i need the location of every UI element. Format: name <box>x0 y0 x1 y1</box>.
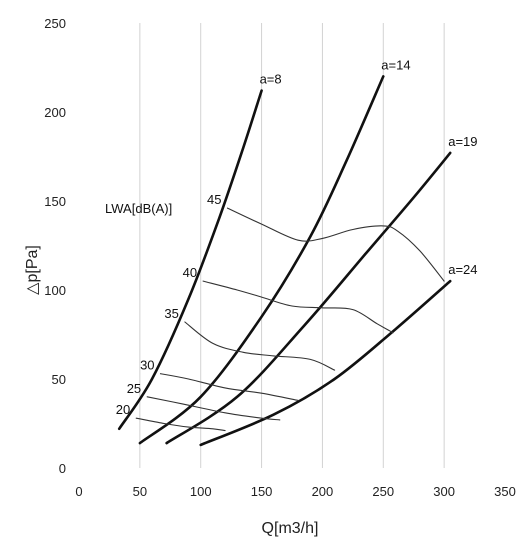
y-tick-label: 200 <box>44 105 66 120</box>
x-tick-label: 250 <box>372 484 394 499</box>
x-tick-label: 50 <box>133 484 147 499</box>
noise-curve <box>226 207 445 282</box>
x-axis-label: Q[m3/h] <box>262 520 319 537</box>
tick-labels: 0 50 100 150 200 250 300 350 0 50 100 150 200 250 <box>44 16 516 499</box>
y-tick-label: 250 <box>44 16 66 31</box>
y-tick-label: 0 <box>59 461 66 476</box>
fan-curve-label: a=14 <box>381 57 410 72</box>
noise-curve <box>146 396 281 421</box>
fan-curve <box>165 151 452 445</box>
fan-curve-label: a=24 <box>448 262 477 277</box>
noise-curve <box>202 280 394 334</box>
fan-curve-label: a=8 <box>260 72 282 87</box>
x-tick-label: 350 <box>494 484 516 499</box>
fan-curves <box>117 75 452 447</box>
x-tick-label: 300 <box>433 484 455 499</box>
noise-curve <box>135 417 226 432</box>
noise-curves <box>135 207 445 432</box>
fan-curve-label: a=19 <box>448 134 477 149</box>
curve-labels: a=8 a=14 a=19 a=24 45 40 35 30 25 20 <box>116 57 478 417</box>
fan-curve <box>117 89 263 431</box>
y-tick-label: 100 <box>44 283 66 298</box>
noise-title: LWA[dB(A)] <box>105 201 172 216</box>
y-tick-label: 50 <box>52 372 66 387</box>
noise-curve <box>159 373 299 401</box>
noise-curve-label: 45 <box>207 192 221 207</box>
noise-curve-label: 20 <box>116 402 130 417</box>
y-tick-label: 150 <box>44 194 66 209</box>
fan-curve <box>138 75 385 445</box>
grid-lines <box>139 23 445 468</box>
x-tick-label: 100 <box>190 484 212 499</box>
x-tick-label: 200 <box>312 484 334 499</box>
noise-curve-label: 25 <box>127 381 141 396</box>
y-axis-label: △p[Pa] <box>24 245 41 295</box>
fan-curve <box>199 279 452 447</box>
noise-curve-label: 35 <box>164 306 178 321</box>
noise-curve-label: 30 <box>140 358 154 373</box>
noise-curve <box>184 321 336 371</box>
x-tick-label: 0 <box>75 484 82 499</box>
x-tick-label: 150 <box>251 484 273 499</box>
noise-curve-label: 40 <box>183 265 197 280</box>
